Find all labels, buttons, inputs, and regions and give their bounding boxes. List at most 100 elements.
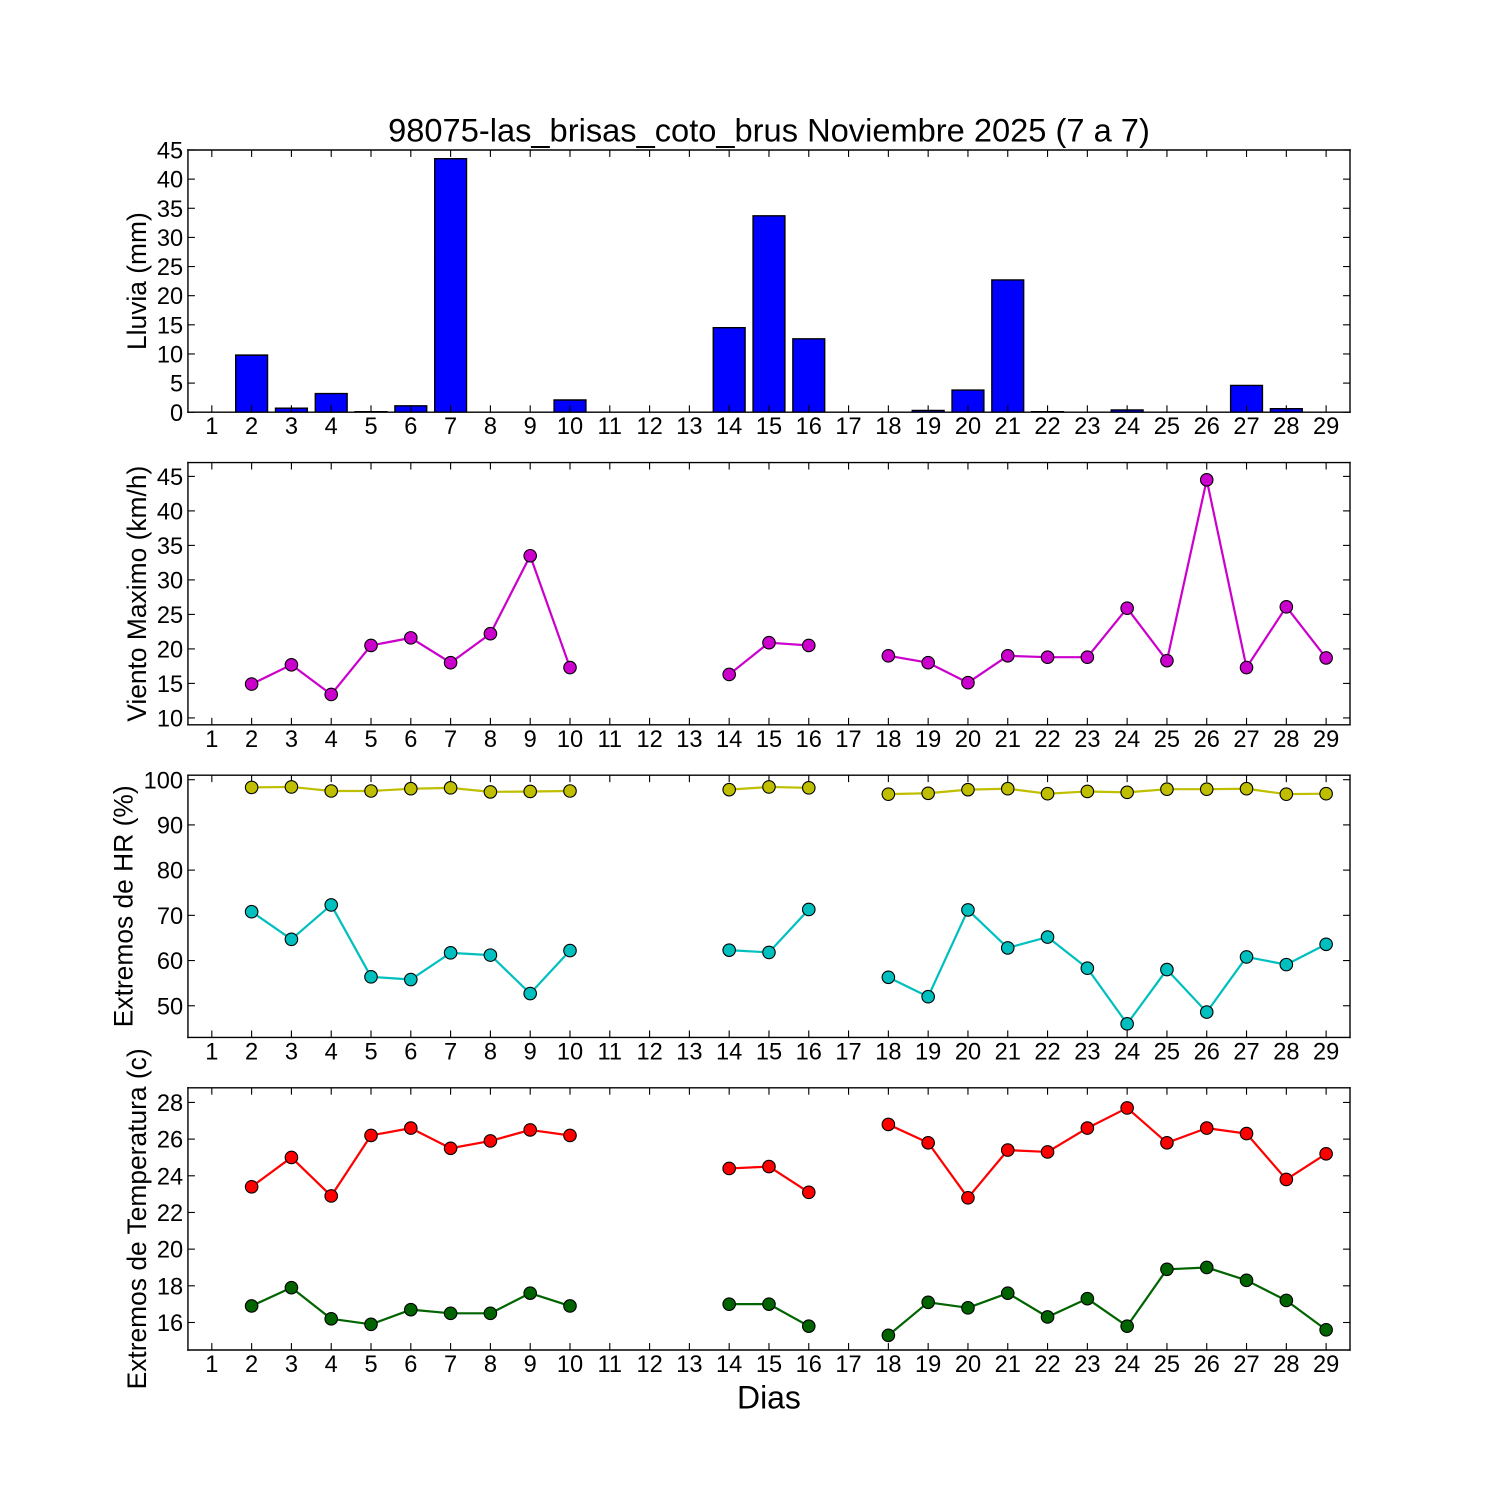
svg-text:5: 5 [364,1039,377,1065]
svg-text:23: 23 [1074,727,1100,753]
svg-text:14: 14 [716,727,742,753]
svg-text:80: 80 [157,859,183,885]
svg-text:17: 17 [835,1352,861,1378]
svg-text:15: 15 [756,1352,782,1378]
svg-text:3: 3 [285,414,298,440]
svg-text:30: 30 [157,226,183,252]
svg-text:5: 5 [170,372,183,398]
svg-text:2: 2 [245,727,258,753]
svg-text:7: 7 [444,727,457,753]
svg-text:35: 35 [157,534,183,560]
svg-text:20: 20 [157,637,183,663]
svg-text:26: 26 [1194,1039,1220,1065]
svg-text:16: 16 [796,1352,822,1378]
svg-text:1: 1 [205,1039,218,1065]
svg-text:6: 6 [404,727,417,753]
svg-text:15: 15 [756,1039,782,1065]
svg-text:20: 20 [955,414,981,440]
svg-text:8: 8 [484,414,497,440]
svg-text:9: 9 [524,1352,537,1378]
svg-text:4: 4 [325,727,338,753]
svg-text:5: 5 [364,1352,377,1378]
svg-text:19: 19 [915,1352,941,1378]
svg-text:90: 90 [157,813,183,839]
svg-text:10: 10 [557,414,583,440]
svg-text:22: 22 [1034,1039,1060,1065]
svg-text:8: 8 [484,1039,497,1065]
svg-text:29: 29 [1313,1039,1339,1065]
svg-text:10: 10 [557,1352,583,1378]
svg-text:19: 19 [915,1039,941,1065]
svg-text:22: 22 [157,1201,183,1227]
svg-text:4: 4 [325,1039,338,1065]
svg-text:15: 15 [756,414,782,440]
svg-text:11: 11 [598,414,623,440]
svg-text:Dias: Dias [737,1379,801,1415]
svg-text:16: 16 [796,1039,822,1065]
svg-text:18: 18 [875,727,901,753]
svg-text:24: 24 [1114,1352,1140,1378]
svg-text:23: 23 [1074,1352,1100,1378]
svg-text:11: 11 [598,1352,623,1378]
svg-text:18: 18 [157,1274,183,1300]
svg-text:21: 21 [995,414,1021,440]
svg-text:27: 27 [1233,1352,1259,1378]
svg-text:Extremos de Temperatura (c): Extremos de Temperatura (c) [122,1048,152,1389]
svg-text:4: 4 [325,1352,338,1378]
svg-text:26: 26 [1194,1352,1220,1378]
svg-text:45: 45 [157,465,183,491]
svg-text:13: 13 [676,1352,702,1378]
svg-text:2: 2 [245,414,258,440]
svg-text:18: 18 [875,414,901,440]
svg-text:50: 50 [157,994,183,1020]
svg-text:0: 0 [170,401,183,427]
svg-text:21: 21 [995,727,1021,753]
svg-text:25: 25 [157,603,183,629]
svg-text:23: 23 [1074,414,1100,440]
svg-text:18: 18 [875,1352,901,1378]
svg-text:10: 10 [157,706,183,732]
svg-text:6: 6 [404,414,417,440]
svg-text:6: 6 [404,1352,417,1378]
svg-text:24: 24 [1114,727,1140,753]
svg-text:40: 40 [157,499,183,525]
svg-text:29: 29 [1313,727,1339,753]
svg-text:8: 8 [484,1352,497,1378]
svg-text:12: 12 [636,414,662,440]
svg-text:14: 14 [716,1352,742,1378]
svg-text:28: 28 [1273,1352,1299,1378]
svg-text:13: 13 [676,414,702,440]
svg-text:25: 25 [157,255,183,281]
svg-text:28: 28 [1273,414,1299,440]
svg-text:1: 1 [205,414,218,440]
svg-text:22: 22 [1034,727,1060,753]
svg-text:45: 45 [157,139,183,165]
svg-text:28: 28 [157,1091,183,1117]
svg-text:28: 28 [1273,727,1299,753]
svg-text:24: 24 [157,1164,183,1190]
svg-text:20: 20 [157,284,183,310]
svg-text:10: 10 [557,727,583,753]
svg-text:98075-las_brisas_coto_brus Nov: 98075-las_brisas_coto_brus Noviembre 202… [388,112,1150,149]
svg-text:16: 16 [796,414,822,440]
svg-text:14: 14 [716,414,742,440]
svg-text:20: 20 [955,1352,981,1378]
svg-text:28: 28 [1273,1039,1299,1065]
svg-text:15: 15 [157,313,183,339]
svg-text:4: 4 [325,414,338,440]
svg-text:27: 27 [1233,727,1259,753]
svg-text:3: 3 [285,1039,298,1065]
svg-text:9: 9 [524,414,537,440]
svg-text:13: 13 [676,727,702,753]
svg-text:15: 15 [157,672,183,698]
svg-text:18: 18 [875,1039,901,1065]
svg-text:6: 6 [404,1039,417,1065]
svg-text:24: 24 [1114,1039,1140,1065]
svg-text:10: 10 [157,343,183,369]
svg-text:100: 100 [144,768,183,794]
svg-text:19: 19 [915,414,941,440]
svg-text:9: 9 [524,727,537,753]
svg-text:25: 25 [1154,414,1180,440]
svg-text:7: 7 [444,1039,457,1065]
svg-text:19: 19 [915,727,941,753]
